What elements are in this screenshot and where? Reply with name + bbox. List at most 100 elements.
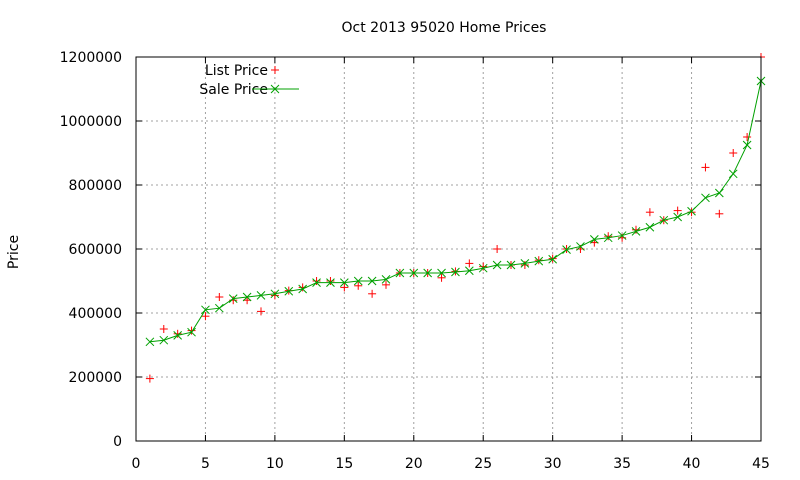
- data-point: [381, 275, 391, 284]
- data-point: [173, 331, 183, 340]
- legend-label: Sale Price: [199, 82, 268, 98]
- data-point: [589, 235, 599, 244]
- x-tick-label: 5: [201, 456, 210, 472]
- data-point: [145, 374, 154, 383]
- data-point: [479, 262, 488, 271]
- data-point: [312, 278, 321, 287]
- data-point: [257, 307, 265, 316]
- series-sale-price: [145, 76, 766, 347]
- data-point: [339, 278, 349, 287]
- data-point: [159, 335, 169, 345]
- chart-title: Oct 2013 95020 Home Prices: [342, 20, 547, 36]
- data-point: [520, 261, 529, 269]
- data-point: [603, 233, 613, 243]
- data-point: [743, 133, 752, 141]
- data-point: [701, 193, 710, 203]
- y-tick-label: 0: [113, 434, 122, 450]
- y-tick-label: 800000: [69, 178, 122, 194]
- data-point: [187, 326, 196, 335]
- data-point: [728, 169, 738, 179]
- data-point: [215, 293, 224, 301]
- data-point: [214, 303, 224, 313]
- data-point: [368, 289, 377, 298]
- data-point: [617, 231, 627, 240]
- data-point: [673, 212, 683, 222]
- data-point: [520, 259, 530, 268]
- y-tick-label: 400000: [69, 306, 122, 322]
- x-tick-label: 20: [405, 456, 423, 472]
- data-point: [326, 278, 335, 287]
- data-point: [270, 291, 279, 300]
- data-point: [242, 292, 252, 302]
- data-point: [493, 245, 502, 253]
- data-point: [659, 215, 669, 225]
- data-point: [534, 256, 543, 265]
- data-point: [159, 325, 168, 333]
- y-tick-label: 1000000: [60, 114, 122, 130]
- data-point: [395, 268, 405, 278]
- data-point: [354, 281, 363, 290]
- data-point: [382, 280, 390, 289]
- grid-lines: [136, 57, 761, 441]
- legend-marker: [271, 66, 279, 74]
- data-point: [492, 260, 502, 270]
- axis-ticks: 0 5 10 15 20 25 30 35 40 45 0 200000 400000 600000 800…: [60, 50, 770, 472]
- data-point: [284, 286, 294, 296]
- data-point: [729, 149, 738, 157]
- data-point: [673, 206, 682, 215]
- data-point: [312, 277, 321, 285]
- x-tick-label: 40: [683, 456, 701, 472]
- x-tick-label: 15: [335, 456, 353, 472]
- x-tick-label: 25: [474, 456, 492, 472]
- data-point: [715, 209, 724, 218]
- data-point: [714, 188, 724, 198]
- data-point: [256, 291, 266, 300]
- data-point: [548, 254, 558, 264]
- data-point: [340, 283, 349, 292]
- data-point: [631, 227, 641, 236]
- data-point: [465, 259, 474, 268]
- x-tick-label: 10: [266, 456, 284, 472]
- data-point: [409, 268, 419, 278]
- data-point: [437, 273, 446, 282]
- data-point: [576, 242, 585, 251]
- data-point: [326, 277, 335, 285]
- legend-label: List Price: [205, 63, 268, 79]
- data-point: [353, 276, 363, 286]
- data-point: [534, 256, 544, 266]
- data-point: [201, 305, 210, 315]
- legend: List Price Sale Price: [199, 63, 299, 98]
- x-tick-label: 35: [613, 456, 631, 472]
- data-point: [604, 232, 613, 241]
- data-point: [451, 267, 460, 277]
- data-point: [298, 284, 308, 294]
- data-point: [562, 245, 571, 254]
- y-tick-label: 1200000: [60, 50, 122, 66]
- series-line: [149, 80, 762, 343]
- data-point: [632, 225, 640, 234]
- data-point: [645, 222, 655, 232]
- legend-marker: [270, 84, 280, 94]
- data-point: [201, 312, 210, 321]
- data-point: [145, 337, 155, 347]
- plot-frame: [135, 56, 762, 442]
- data-point: [437, 268, 446, 278]
- x-tick-label: 0: [132, 456, 141, 472]
- x-tick-label: 30: [544, 456, 562, 472]
- data-point: [173, 329, 182, 338]
- data-point: [506, 260, 516, 270]
- data-point: [701, 163, 710, 172]
- data-point: [464, 266, 474, 276]
- data-point: [645, 208, 654, 217]
- data-point: [478, 263, 488, 273]
- data-point: [187, 327, 196, 337]
- y-tick-label: 200000: [69, 370, 122, 386]
- x-tick-label: 45: [752, 456, 770, 472]
- y-tick-label: 600000: [69, 242, 122, 258]
- data-point: [228, 294, 238, 303]
- data-point: [423, 268, 433, 278]
- series-layer: [145, 53, 766, 383]
- y-axis-label: Price: [6, 235, 22, 269]
- data-point: [270, 289, 280, 299]
